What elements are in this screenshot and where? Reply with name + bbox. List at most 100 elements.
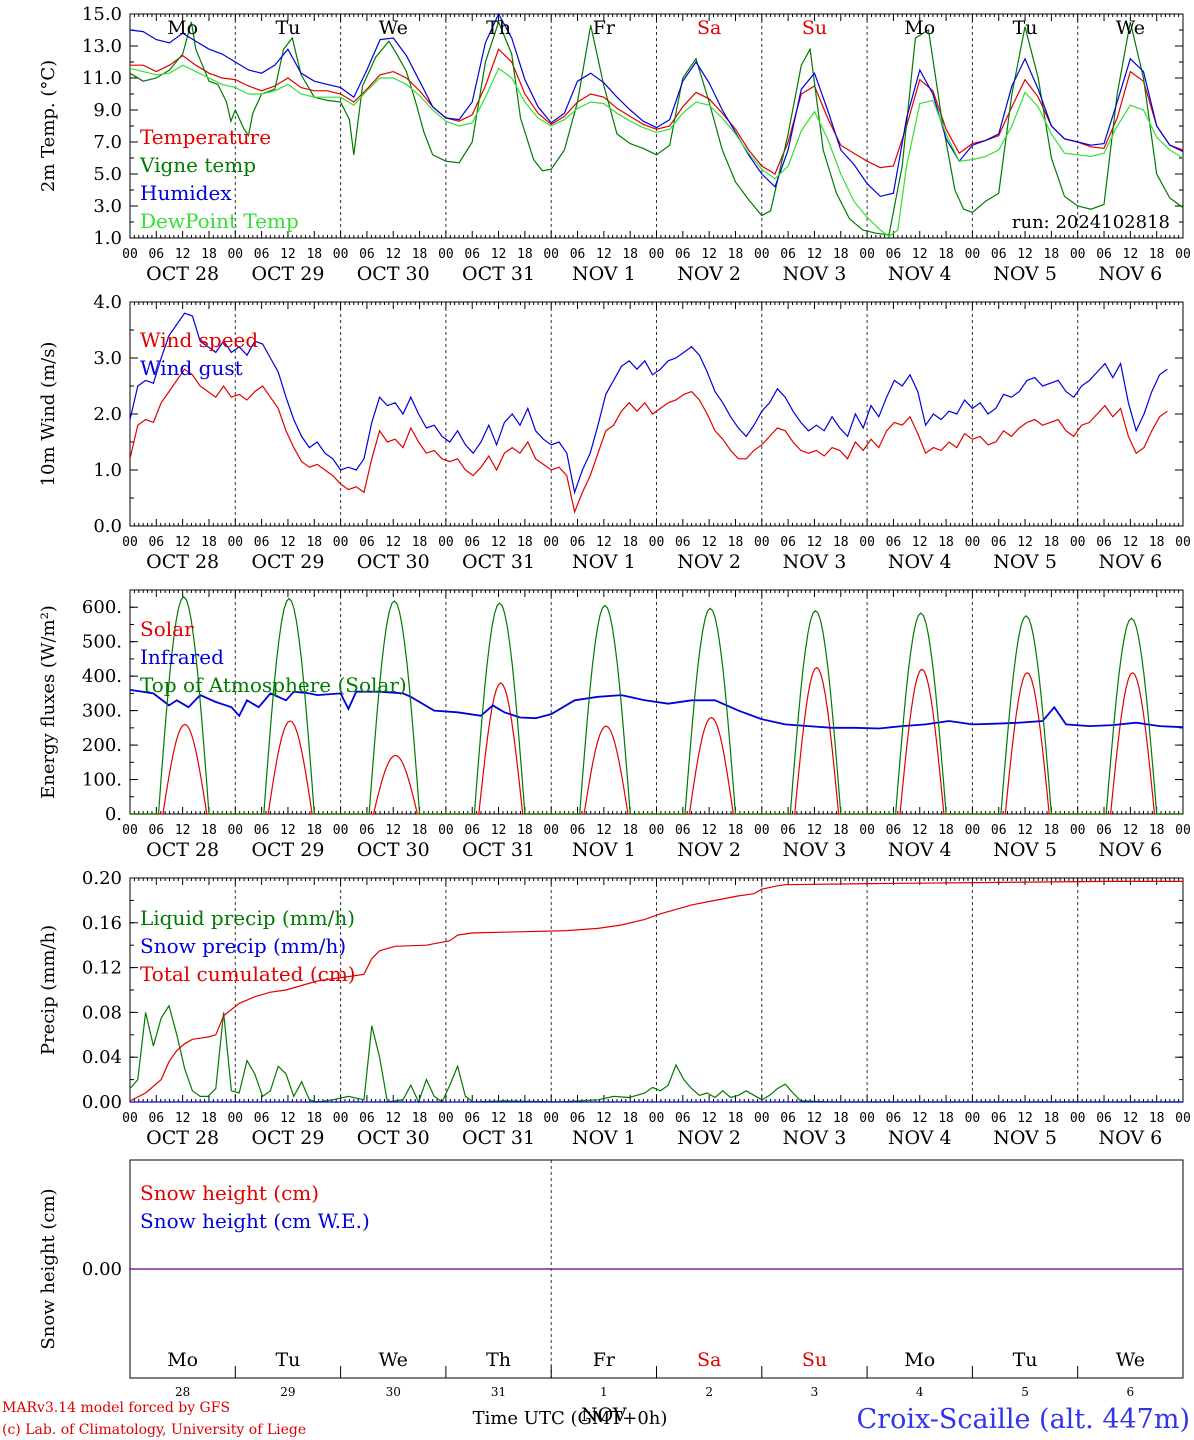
x-date-label: NOV 2: [677, 263, 741, 285]
y-axis-title: 10m Wind (m/s): [38, 342, 59, 487]
x-tick-label: 00: [754, 1111, 770, 1126]
x-tick-label: 12: [1017, 535, 1033, 550]
x-date-label: OCT 28: [146, 551, 219, 573]
x-date-label: OCT 31: [462, 551, 535, 573]
x-tick-label: 06: [886, 823, 902, 838]
x-tick-label: 18: [201, 1111, 217, 1126]
chart-marks: [129, 12, 1184, 1270]
x-tick-label: 06: [570, 823, 586, 838]
day-name: Mo: [167, 17, 198, 39]
x-tick-label: 18: [1149, 247, 1165, 262]
x-tick-label: 00: [859, 823, 875, 838]
x-axis-title: Time UTC (GMT+0h): [473, 1408, 668, 1429]
x-tick-label: 00: [649, 1111, 665, 1126]
y-tick-label: 2.0: [93, 404, 122, 425]
legend-temp-2: Humidex: [140, 181, 232, 205]
plot-frame: [129, 13, 1184, 239]
panel-temp: [129, 13, 1184, 239]
x-tick-label: 06: [254, 247, 270, 262]
y-tick-label: 0.04: [82, 1047, 122, 1068]
bottom-day-number: 1: [600, 1385, 608, 1399]
x-date-label: OCT 31: [462, 263, 535, 285]
x-tick-label: 06: [464, 247, 480, 262]
x-date-label: OCT 29: [251, 839, 324, 861]
x-tick-label: 06: [254, 1111, 270, 1126]
x-date-label: OCT 30: [357, 1127, 430, 1149]
day-name: Su: [802, 1349, 827, 1371]
x-date-label: NOV 5: [993, 1127, 1057, 1149]
site-name: Croix-Scaille (alt. 447m): [857, 1404, 1190, 1435]
x-tick-label: 00: [649, 247, 665, 262]
x-tick-label: 00: [227, 535, 243, 550]
x-tick-label: 12: [280, 1111, 296, 1126]
x-tick-label: 00: [438, 1111, 454, 1126]
x-tick-label: 00: [1070, 823, 1086, 838]
x-date-label: NOV 1: [572, 551, 636, 573]
x-tick-label: 12: [1017, 247, 1033, 262]
x-date-label: NOV 6: [1098, 263, 1162, 285]
x-tick-label: 12: [912, 535, 928, 550]
x-tick-label: 18: [517, 1111, 533, 1126]
x-date-label: OCT 28: [146, 1127, 219, 1149]
x-tick-label: 00: [227, 247, 243, 262]
x-date-label: OCT 29: [251, 551, 324, 573]
x-tick-label: 00: [1175, 535, 1191, 550]
legend-temp-3: DewPoint Temp: [140, 209, 299, 233]
x-tick-label: 18: [306, 247, 322, 262]
x-tick-label: 12: [491, 823, 507, 838]
y-tick-label: 500.: [82, 632, 122, 653]
y-tick-label: 15.0: [82, 4, 122, 25]
x-tick-label: 06: [148, 535, 164, 550]
x-tick-label: 18: [938, 1111, 954, 1126]
day-name: Sa: [697, 17, 721, 39]
x-date-label: OCT 28: [146, 839, 219, 861]
x-tick-label: 18: [412, 1111, 428, 1126]
x-tick-label: 18: [201, 823, 217, 838]
x-tick-label: 12: [491, 247, 507, 262]
x-tick-label: 06: [886, 535, 902, 550]
day-name: Mo: [904, 17, 935, 39]
x-date-label: NOV 1: [572, 1127, 636, 1149]
day-name: Mo: [167, 1349, 198, 1371]
x-tick-label: 00: [333, 247, 349, 262]
x-tick-label: 00: [122, 535, 138, 550]
x-tick-label: 18: [833, 535, 849, 550]
x-tick-label: 00: [543, 1111, 559, 1126]
x-tick-label: 06: [464, 1111, 480, 1126]
y-tick-label: 3.0: [93, 196, 122, 217]
x-tick-label: 12: [807, 535, 823, 550]
series-line-precip-2: [129, 880, 1183, 1102]
x-tick-label: 12: [280, 247, 296, 262]
x-tick-label: 12: [1123, 823, 1139, 838]
x-tick-label: 12: [175, 535, 191, 550]
x-tick-label: 06: [780, 1111, 796, 1126]
x-tick-label: 06: [148, 247, 164, 262]
x-date-label: OCT 30: [357, 551, 430, 573]
x-date-label: OCT 30: [357, 263, 430, 285]
day-name: We: [1116, 1349, 1145, 1371]
x-tick-label: 06: [780, 535, 796, 550]
x-tick-label: 00: [333, 1111, 349, 1126]
x-date-label: NOV 3: [783, 263, 847, 285]
x-tick-label: 12: [491, 535, 507, 550]
x-tick-label: 06: [359, 535, 375, 550]
x-tick-label: 00: [859, 247, 875, 262]
x-tick-label: 00: [438, 535, 454, 550]
x-tick-label: 06: [675, 1111, 691, 1126]
x-tick-label: 12: [385, 247, 401, 262]
y-tick-label: 0.00: [82, 1092, 122, 1113]
series-line-wind-0: [129, 368, 1168, 515]
legend-snow-1: Snow height (cm W.E.): [140, 1209, 370, 1233]
x-tick-label: 12: [701, 823, 717, 838]
day-name: Fr: [593, 17, 616, 39]
x-tick-label: 18: [728, 247, 744, 262]
bottom-day-number: 28: [175, 1385, 190, 1399]
x-date-label: NOV 6: [1098, 551, 1162, 573]
x-tick-label: 06: [570, 247, 586, 262]
y-tick-label: 11.0: [82, 68, 122, 89]
x-tick-label: 06: [886, 1111, 902, 1126]
x-tick-label: 00: [859, 535, 875, 550]
x-tick-label: 00: [1175, 1111, 1191, 1126]
